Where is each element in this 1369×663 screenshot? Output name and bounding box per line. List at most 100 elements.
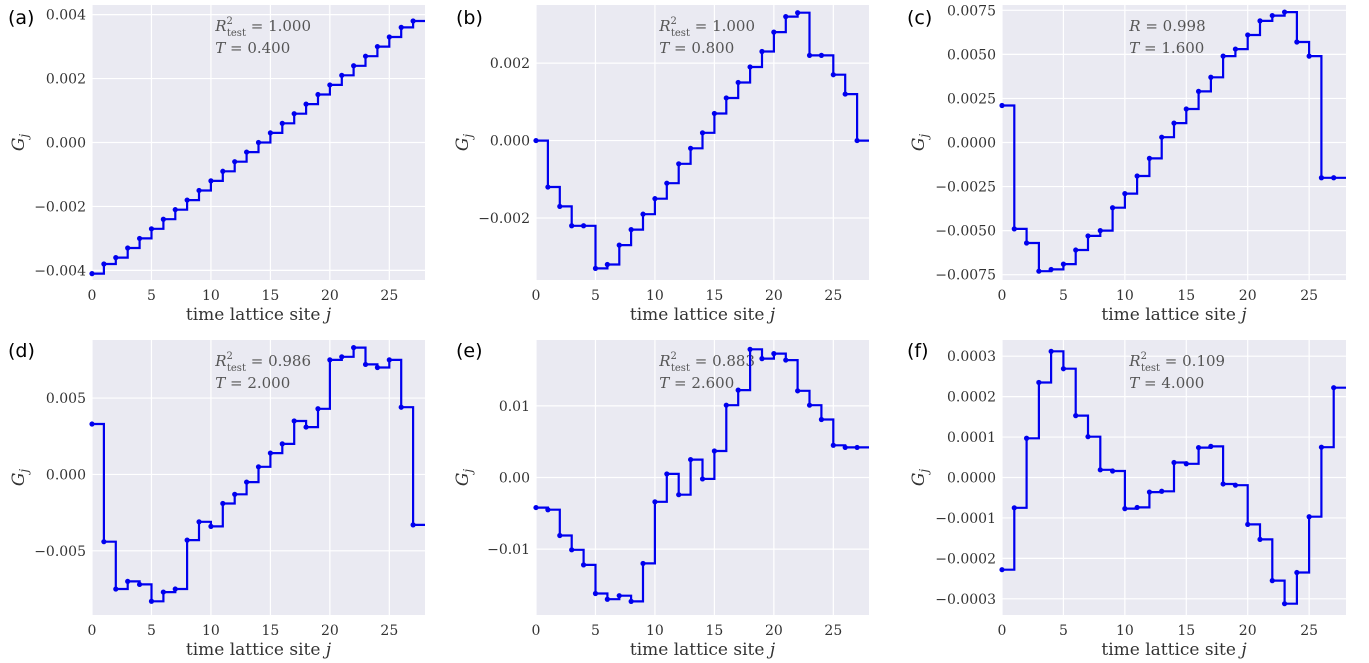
panel-4: 0 5 10 15 20 25 −0.005 0.000 0.005 time lattice s… [8, 340, 425, 660]
data-point [1011, 226, 1017, 232]
x-tick-label: 25 [824, 623, 842, 639]
y-tick-label: −0.002 [34, 199, 86, 215]
data-point [125, 578, 131, 584]
data-point [267, 130, 273, 136]
series-line [536, 11, 869, 270]
y-tick-label: 0.005 [46, 391, 86, 407]
data-point [652, 196, 658, 202]
data-point [398, 404, 404, 410]
y-tick-label: −0.01 [487, 542, 530, 558]
r2-annotation: R2 test = 0.883 [658, 351, 755, 374]
data-point [628, 598, 634, 604]
data-point [557, 203, 563, 210]
data-point [557, 532, 563, 539]
r2-annotation: R2 test = 1.000 [214, 16, 311, 39]
data-point [1122, 506, 1128, 512]
r2-annotation: R2 test = 0.986 [214, 351, 311, 374]
data-point [196, 187, 202, 194]
data-point [208, 523, 214, 529]
data-point [771, 29, 777, 35]
data-point [1097, 467, 1103, 473]
data-point [303, 101, 309, 107]
data-point [676, 161, 682, 167]
y-tick-label: −0.005 [34, 544, 86, 560]
data-point [1060, 366, 1067, 372]
data-point [545, 507, 551, 513]
data-point [1269, 578, 1275, 584]
y-tick-label: 0.0075 [947, 3, 996, 19]
data-point [580, 562, 587, 568]
data-point [386, 34, 392, 40]
data-point [999, 102, 1005, 109]
data-point [1245, 32, 1251, 38]
data-point [160, 589, 166, 595]
data-point [604, 261, 610, 268]
x-tick-label: 0 [532, 288, 541, 304]
data-point [267, 450, 273, 456]
data-point [362, 53, 369, 59]
panel-3: 0 5 10 15 20 25 −0.0075 −0.0050 −0.0025 0.0000 0.0… [907, 3, 1346, 325]
x-tick-label: 20 [765, 623, 783, 639]
data-point [291, 418, 297, 424]
data-point [1183, 461, 1189, 467]
x-tick-label: 25 [1300, 623, 1318, 639]
y-axis-label: Gj [453, 134, 475, 152]
y-tick-label: −0.0003 [935, 592, 996, 608]
temperature-annotation: T = 4.000 [1129, 374, 1204, 392]
panel-label: (d) [8, 340, 35, 362]
panel-label: (b) [456, 7, 483, 29]
data-point [688, 145, 694, 151]
data-point [374, 364, 381, 371]
x-tick-label: 25 [1300, 288, 1318, 304]
data-point [327, 82, 333, 88]
x-tick-label: 10 [646, 288, 664, 304]
data-point [1220, 53, 1226, 59]
data-point [351, 63, 357, 69]
data-point [244, 149, 250, 155]
y-tick-label: 0.01 [499, 399, 530, 415]
data-point [148, 598, 155, 604]
data-point [1146, 155, 1153, 161]
data-point [172, 586, 178, 592]
data-point [592, 590, 599, 597]
data-point [533, 137, 539, 144]
data-point [184, 197, 190, 203]
data-point [398, 24, 404, 30]
data-point [148, 226, 155, 232]
x-tick-label: 5 [1059, 623, 1068, 639]
data-point [1294, 569, 1300, 576]
data-point [735, 387, 741, 393]
data-point [1306, 514, 1312, 520]
x-tick-label: 20 [1239, 623, 1257, 639]
x-tick-label: 5 [147, 288, 156, 304]
data-point [699, 476, 706, 482]
data-point [1195, 88, 1202, 94]
data-point [1245, 521, 1251, 528]
data-point [1306, 53, 1312, 59]
data-point [1257, 18, 1263, 24]
y-tick-label: −0.004 [34, 263, 86, 279]
data-point [1257, 536, 1263, 542]
data-point [818, 52, 825, 58]
panel-5: 0 5 10 15 20 25 −0.01 0.00 0.01 time lattice site… [453, 340, 869, 660]
data-point [1171, 120, 1177, 126]
data-point [1073, 247, 1079, 253]
panel-6: 0 5 10 15 20 25 −0.0003 −0.0002 −0.0001 0.0000 0.0… [907, 340, 1346, 660]
data-point [795, 388, 801, 394]
data-point [1036, 268, 1042, 274]
data-point [101, 539, 107, 545]
data-point [1109, 468, 1116, 474]
data-point [640, 560, 646, 567]
data-point [303, 424, 309, 430]
data-point [1085, 233, 1091, 239]
series-line [92, 346, 425, 603]
data-point [688, 456, 694, 463]
y-tick-label: 0.0000 [947, 136, 996, 152]
y-axis-label: Gj [9, 469, 31, 487]
y-tick-label: −0.0050 [935, 224, 996, 240]
x-tick-label: 10 [202, 288, 220, 304]
data-point [699, 130, 706, 136]
data-point [818, 416, 825, 423]
x-tick-label: 25 [824, 288, 842, 304]
data-point [410, 522, 416, 528]
